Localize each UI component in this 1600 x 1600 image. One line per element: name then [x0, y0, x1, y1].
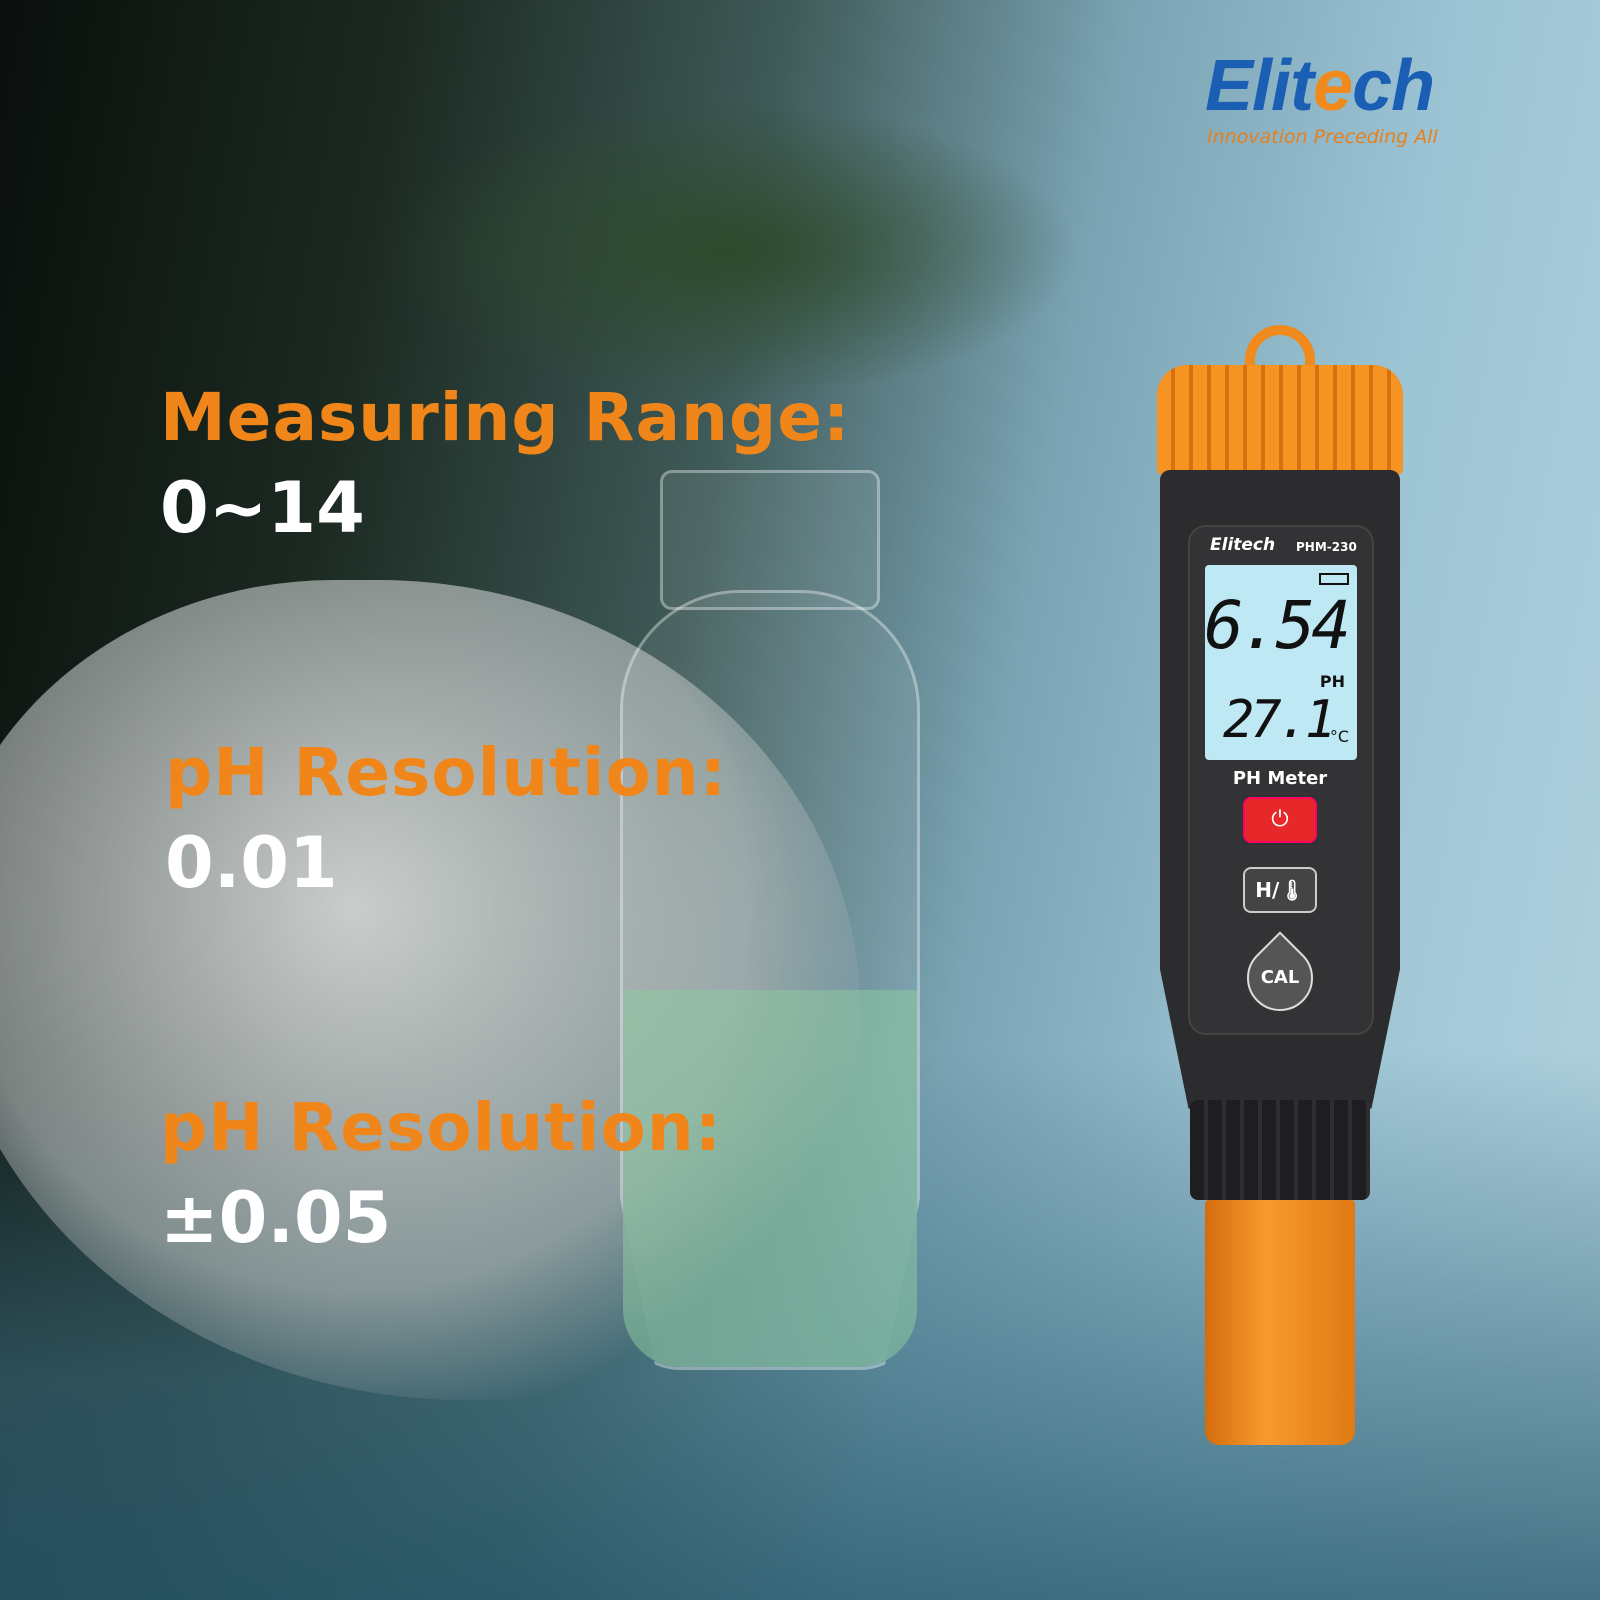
device-brand: Elitech — [1210, 535, 1276, 555]
device-model: PHM-230 — [1296, 540, 1357, 554]
spec-measuring-range: Measuring Range: 0~14 — [160, 379, 851, 549]
temp-reading: 27.1 — [1223, 690, 1336, 750]
spec-label: pH Resolution: — [165, 734, 728, 811]
spec-value: 0.01 — [165, 822, 338, 904]
glass-bottle — [620, 470, 920, 1370]
logo-tagline: Innovation Preceding All — [1207, 126, 1438, 148]
ph-reading: 6.54 — [1204, 587, 1351, 664]
cal-label: CAL — [1260, 967, 1300, 988]
probe-cover — [1205, 1200, 1355, 1445]
temp-unit: °C — [1329, 727, 1349, 746]
brand-logo: Elitech Innovation Preceding All — [1205, 50, 1438, 148]
spec-ph-accuracy: pH Resolution: ±0.05 — [160, 1089, 723, 1259]
logo-wordmark: Elitech — [1205, 50, 1438, 122]
spec-label: Measuring Range: — [160, 379, 851, 456]
logo-part: ch — [1352, 46, 1435, 126]
spec-value: ±0.05 — [160, 1177, 392, 1259]
mode-toggle-button[interactable]: H/🌡 — [1243, 867, 1317, 913]
ph-meter-device: Elitech PHM-230 6.54 PH 27.1 °C PH Meter… — [1150, 320, 1410, 1450]
ph-unit: PH — [1319, 672, 1345, 691]
spec-label: pH Resolution: — [160, 1089, 723, 1166]
device-cap — [1157, 365, 1403, 475]
logo-accent: e — [1313, 46, 1353, 126]
spec-value: 0~14 — [160, 467, 365, 549]
hold-thermometer-icon: H/🌡 — [1255, 878, 1305, 902]
lanyard-loop — [1245, 325, 1315, 370]
battery-full-icon — [1319, 573, 1349, 585]
bottle-neck — [660, 470, 880, 610]
bottle-liquid — [623, 990, 917, 1367]
spec-ph-resolution: pH Resolution: 0.01 — [165, 734, 728, 904]
logo-part: Elit — [1205, 46, 1314, 126]
lcd-screen: 6.54 PH 27.1 °C — [1204, 565, 1357, 760]
probe-collar — [1190, 1100, 1370, 1200]
device-label: PH Meter — [1232, 768, 1328, 789]
background-foliage — [380, 100, 1080, 400]
power-icon: ⏻ — [1271, 807, 1289, 832]
power-button[interactable]: ⏻ — [1243, 797, 1317, 843]
